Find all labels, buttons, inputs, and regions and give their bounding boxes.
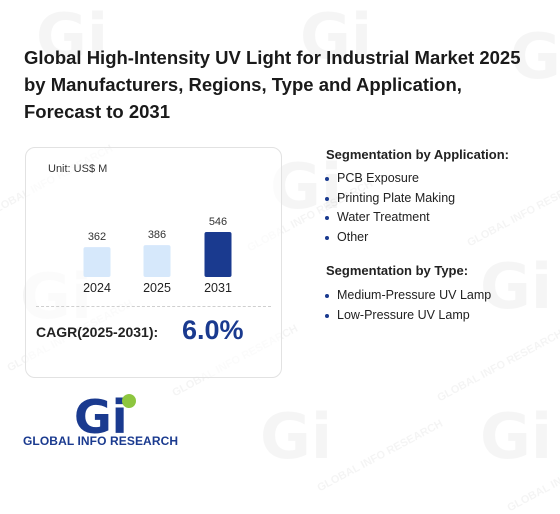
data-label-2025: 386 xyxy=(148,229,166,241)
watermark-logo: Gi xyxy=(480,400,552,473)
logo-text: GLOBAL INFO RESEARCH xyxy=(23,434,179,448)
logo-mark: Gi xyxy=(74,393,128,444)
page-title: Global High-Intensity UV Light for Indus… xyxy=(24,47,521,122)
x-tick-label-2024: 2024 xyxy=(83,281,111,295)
company-logo-icon: Gi xyxy=(74,393,136,444)
watermark-text: GLOBAL INFO RESEARCH xyxy=(315,418,445,494)
data-label-2031: 546 xyxy=(209,216,227,228)
watermark-text: GLOBAL INFO RESEARCH xyxy=(505,438,560,514)
watermark-text: GLOBAL INFO RESEARCH xyxy=(435,328,560,404)
logo-dot xyxy=(122,394,136,408)
divider xyxy=(36,306,271,307)
bar-2024 xyxy=(83,247,111,277)
cagr-label: CAGR(2025-2031): xyxy=(36,324,159,340)
data-label-2024: 362 xyxy=(88,231,106,243)
type-segment-item: Medium-Pressure UV Lamp xyxy=(325,286,491,306)
type-segment-list: Medium-Pressure UV Lamp Low-Pressure UV L… xyxy=(325,286,491,325)
x-tick-label-2031: 2031 xyxy=(204,281,232,295)
application-segment-list: PCB Exposure Printing Plate Making Water T… xyxy=(325,169,455,247)
application-segment-item: Printing Plate Making xyxy=(325,189,455,209)
watermark-logo: Gi xyxy=(260,400,332,473)
chart-card: Unit: US$ M 362 2024 386 2025 546 2031 CAGR(2… xyxy=(25,147,282,378)
type-segment-item: Low-Pressure UV Lamp xyxy=(325,306,491,326)
type-segment-title: Segmentation by Type: xyxy=(326,263,469,278)
application-segment-item: PCB Exposure xyxy=(325,169,455,189)
bar-2031 xyxy=(204,232,232,277)
application-segment-item: Other xyxy=(325,228,455,248)
cagr-value: 6.0% xyxy=(182,315,244,345)
unit-label: Unit: US$ M xyxy=(48,163,108,175)
watermark-text: GLOBAL INFO RESEARCH xyxy=(465,173,560,249)
application-segment-item: Water Treatment xyxy=(325,208,455,228)
bar-chart: 362 2024 386 2025 546 2031 xyxy=(83,216,232,295)
bar-2025 xyxy=(143,245,171,277)
application-segment-title: Segmentation by Application: xyxy=(326,147,509,162)
x-tick-label-2025: 2025 xyxy=(143,281,171,295)
